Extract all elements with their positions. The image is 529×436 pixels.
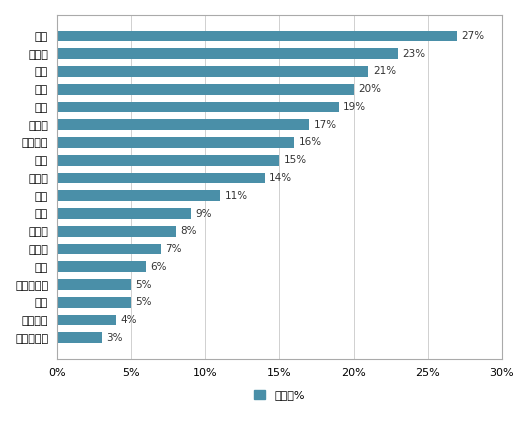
- Text: 5%: 5%: [135, 297, 152, 307]
- Bar: [57, 297, 131, 308]
- Bar: [57, 66, 368, 77]
- Bar: [57, 208, 190, 219]
- Text: 27%: 27%: [462, 31, 485, 41]
- Text: 14%: 14%: [269, 173, 292, 183]
- Text: 11%: 11%: [225, 191, 248, 201]
- Text: 20%: 20%: [358, 84, 381, 94]
- Text: 21%: 21%: [373, 66, 396, 76]
- Bar: [57, 244, 161, 254]
- Bar: [57, 315, 116, 325]
- Text: 7%: 7%: [166, 244, 182, 254]
- Text: 23%: 23%: [403, 49, 425, 59]
- Bar: [57, 279, 131, 290]
- Bar: [57, 333, 102, 343]
- Text: 15%: 15%: [284, 155, 307, 165]
- Bar: [57, 31, 457, 41]
- Bar: [57, 48, 398, 59]
- Text: 5%: 5%: [135, 279, 152, 290]
- Text: 4%: 4%: [121, 315, 138, 325]
- Bar: [57, 84, 353, 95]
- Legend: 老龄化%: 老龄化%: [250, 386, 309, 405]
- Text: 6%: 6%: [151, 262, 167, 272]
- Text: 16%: 16%: [299, 137, 322, 147]
- Bar: [57, 226, 176, 237]
- Bar: [57, 191, 220, 201]
- Bar: [57, 119, 309, 130]
- Bar: [57, 137, 294, 148]
- Text: 9%: 9%: [195, 208, 212, 218]
- Text: 8%: 8%: [180, 226, 197, 236]
- Text: 3%: 3%: [106, 333, 123, 343]
- Bar: [57, 262, 146, 272]
- Bar: [57, 173, 264, 183]
- Bar: [57, 155, 279, 166]
- Text: 19%: 19%: [343, 102, 366, 112]
- Bar: [57, 102, 339, 112]
- Text: 17%: 17%: [314, 120, 336, 130]
